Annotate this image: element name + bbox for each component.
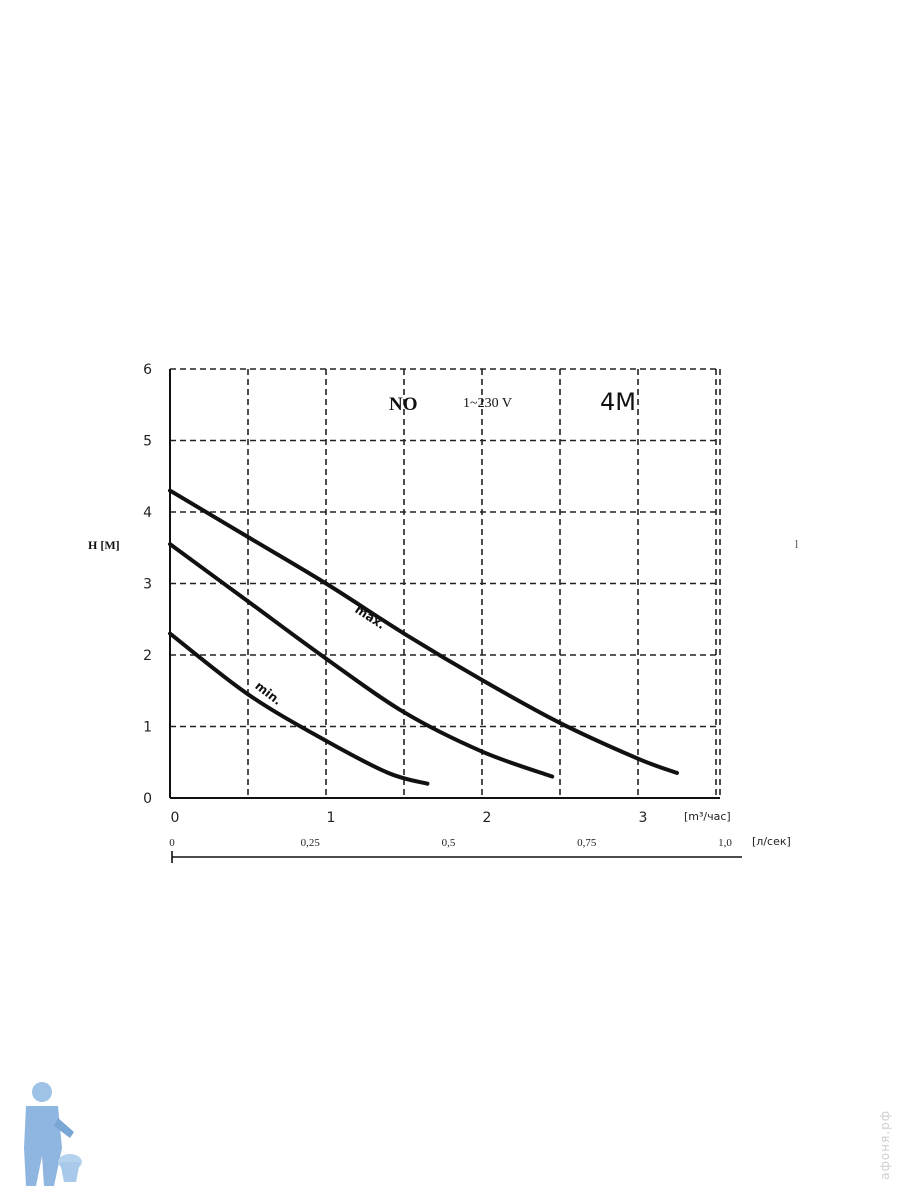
y-tick-label: 1 bbox=[143, 720, 152, 736]
x2-tick-label: 0,75 bbox=[577, 837, 597, 849]
x-tick-label: 1 bbox=[327, 810, 336, 826]
y-tick-label: 4 bbox=[143, 505, 152, 521]
site-watermark: афоня.рф bbox=[878, 1110, 892, 1180]
curve-0 bbox=[168, 488, 679, 775]
plumber-logo-icon bbox=[24, 1082, 82, 1186]
chart-title: NO bbox=[389, 394, 418, 415]
x2-tick-label: 0 bbox=[169, 837, 175, 849]
x2-tick-label: 1,0 bbox=[718, 837, 732, 849]
x2-axis-label: [л/сек] bbox=[752, 835, 791, 848]
y-tick-label: 6 bbox=[143, 362, 152, 378]
model-label: 4M bbox=[600, 388, 636, 416]
y-tick-label: 5 bbox=[143, 434, 152, 450]
chart-curves: max. min. bbox=[168, 488, 679, 786]
x-axis-label: [m³/час] bbox=[684, 810, 731, 823]
chart-axes: 0 1 2 3 4 5 6 0 1 2 3 0 0,25 0,5 0,75 1,0 bbox=[143, 362, 742, 863]
curve-1 bbox=[168, 542, 555, 779]
curve-label-min: min. bbox=[252, 679, 284, 708]
y-tick-label: 0 bbox=[143, 791, 152, 807]
chart-labels: H [M] NO 1~230 V 4M [m³/час] [л/сек] l bbox=[88, 388, 799, 848]
chart-subtitle: 1~230 V bbox=[463, 396, 512, 411]
stray-mark: l bbox=[795, 537, 799, 551]
x2-tick-label: 0,25 bbox=[301, 837, 321, 849]
x2-tick-label: 0,5 bbox=[442, 837, 456, 849]
x-axis-label-text: [m³/час] bbox=[684, 810, 731, 823]
x-tick-label: 2 bbox=[483, 810, 492, 826]
y-axis-label: H [M] bbox=[88, 538, 120, 552]
curve-2 bbox=[168, 631, 430, 786]
curve-label-max: max. bbox=[352, 602, 387, 632]
y-tick-label: 3 bbox=[143, 577, 152, 593]
x-tick-label: 3 bbox=[639, 810, 648, 826]
y-tick-label: 2 bbox=[143, 648, 152, 664]
x-tick-label: 0 bbox=[171, 810, 180, 826]
